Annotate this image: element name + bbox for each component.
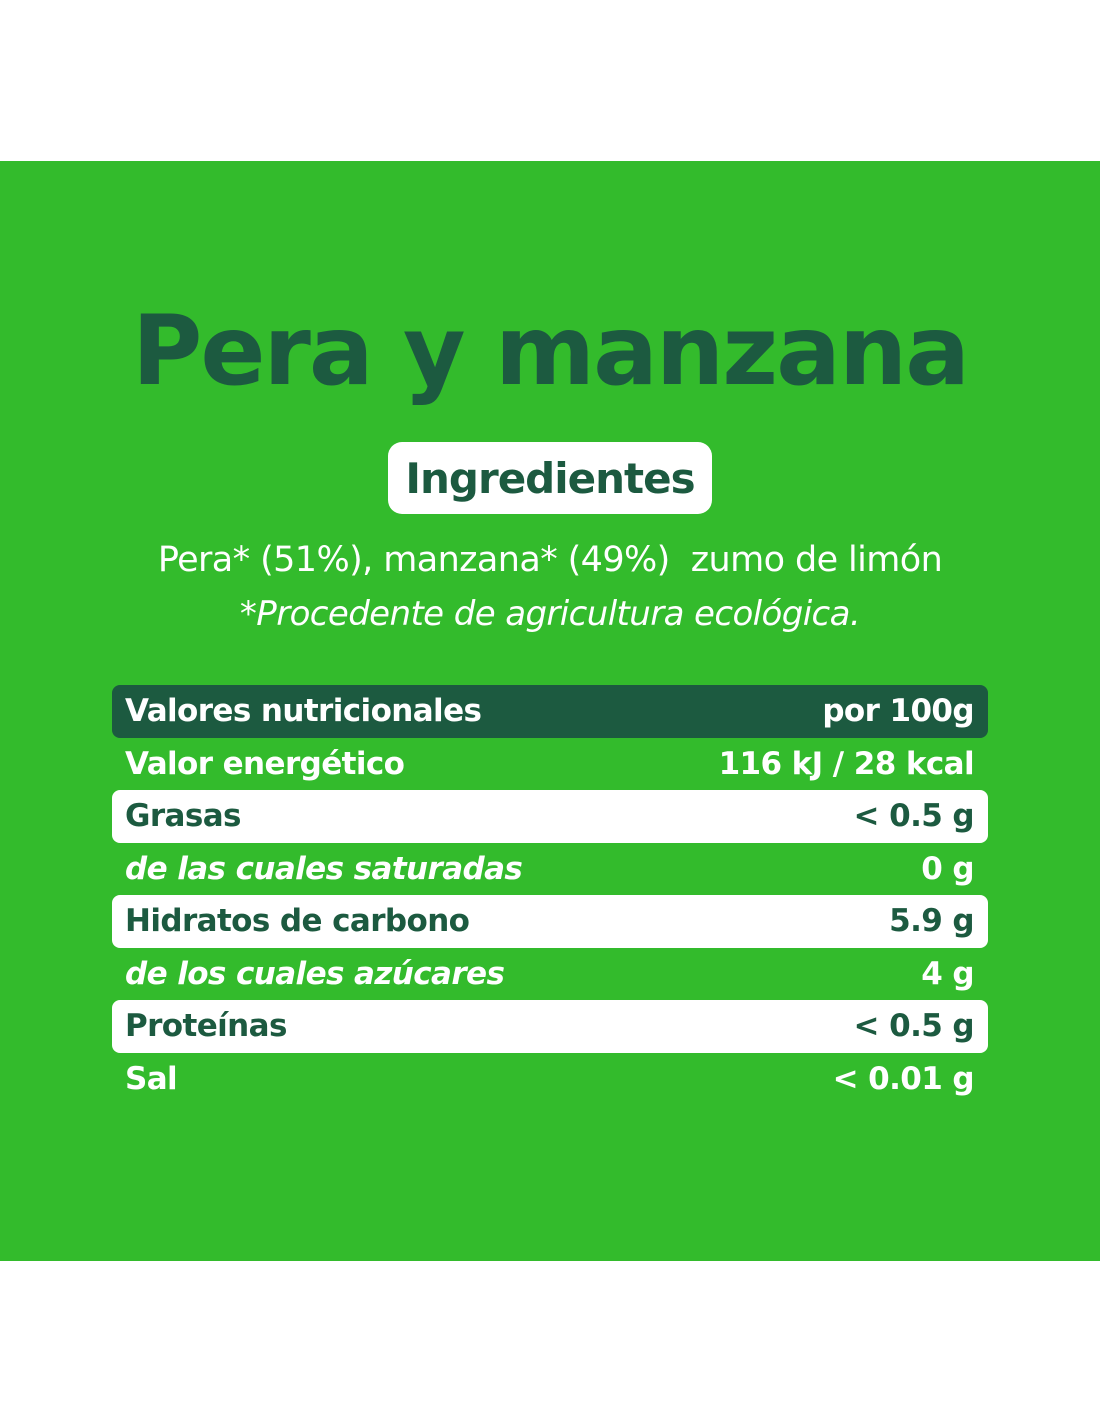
organic-note: *Procedente de agricultura ecológica. bbox=[239, 594, 861, 634]
nutrition-header-row: Valores nutricionales por 100g bbox=[112, 685, 988, 738]
nutrition-row-fat: Grasas < 0.5 g bbox=[112, 790, 988, 843]
nutrition-value: 0 g bbox=[921, 850, 974, 887]
nutrition-value: 5.9 g bbox=[889, 903, 975, 940]
nutrition-row-energy: Valor energético 116 kJ / 28 kcal bbox=[112, 738, 988, 791]
ingredients-text: Pera* (51%), manzana* (49%) zumo de limó… bbox=[157, 540, 943, 580]
nutrition-row-carbs: Hidratos de carbono 5.9 g bbox=[112, 895, 988, 948]
nutrition-value: < 0.01 g bbox=[832, 1060, 975, 1097]
nutrition-value: < 0.5 g bbox=[853, 1008, 975, 1045]
nutrition-header-label: Valores nutricionales bbox=[125, 693, 482, 730]
ingredients-heading-badge: Ingredientes bbox=[388, 442, 712, 514]
nutrition-value: 116 kJ / 28 kcal bbox=[718, 745, 975, 782]
nutrition-label: de las cuales saturadas bbox=[125, 850, 523, 887]
ingredients-heading: Ingredientes bbox=[405, 453, 695, 503]
nutrition-header-value: por 100g bbox=[822, 693, 974, 730]
nutrition-row-sugars: de los cuales azúcares 4 g bbox=[112, 948, 988, 1001]
nutrition-row-protein: Proteínas < 0.5 g bbox=[112, 1000, 988, 1053]
nutrition-value: 4 g bbox=[921, 955, 974, 992]
nutrition-table: Valores nutricionales por 100g Valor ene… bbox=[112, 685, 988, 1105]
nutrition-label: Grasas bbox=[125, 798, 241, 835]
product-title: Pera y manzana bbox=[132, 295, 970, 407]
nutrition-row-saturated: de las cuales saturadas 0 g bbox=[112, 843, 988, 896]
nutrition-label: Valor energético bbox=[125, 745, 405, 782]
nutrition-label: Sal bbox=[125, 1060, 178, 1097]
nutrition-label: Proteínas bbox=[125, 1008, 287, 1045]
nutrition-row-salt: Sal < 0.01 g bbox=[112, 1053, 988, 1106]
nutrition-label: Hidratos de carbono bbox=[125, 903, 470, 940]
nutrition-label: de los cuales azúcares bbox=[125, 955, 505, 992]
nutrition-value: < 0.5 g bbox=[853, 798, 975, 835]
